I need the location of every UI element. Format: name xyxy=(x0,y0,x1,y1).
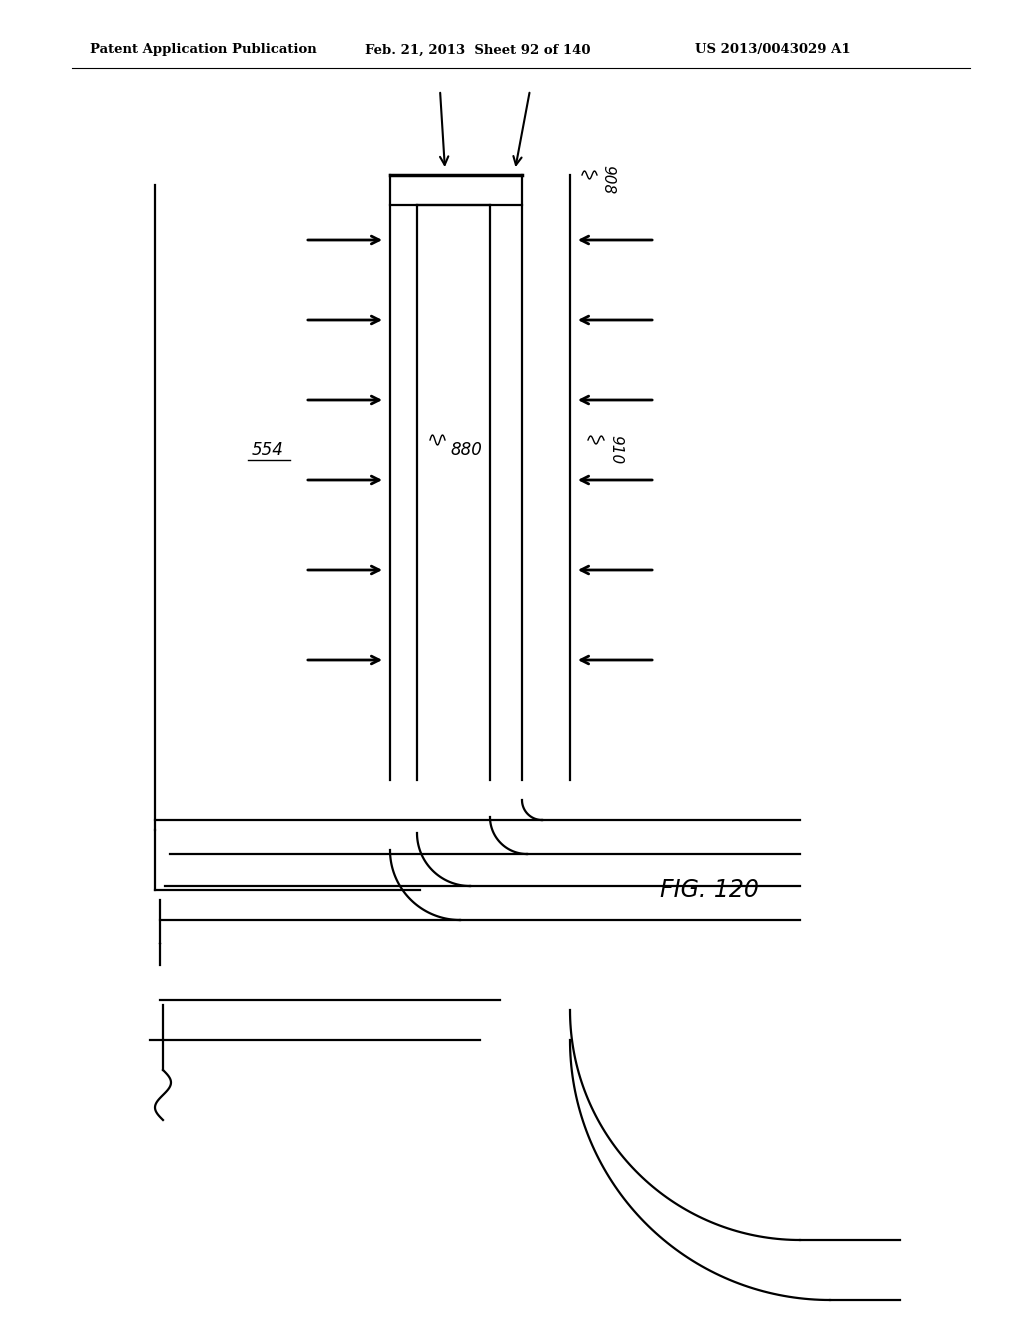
Text: 910: 910 xyxy=(608,436,623,465)
Text: Patent Application Publication: Patent Application Publication xyxy=(90,44,316,57)
Text: US 2013/0043029 A1: US 2013/0043029 A1 xyxy=(695,44,851,57)
Text: FIG. 120: FIG. 120 xyxy=(660,878,759,902)
Text: Feb. 21, 2013  Sheet 92 of 140: Feb. 21, 2013 Sheet 92 of 140 xyxy=(365,44,591,57)
Text: 554: 554 xyxy=(252,441,284,459)
Text: 908: 908 xyxy=(600,165,615,194)
Text: 880: 880 xyxy=(450,441,482,459)
